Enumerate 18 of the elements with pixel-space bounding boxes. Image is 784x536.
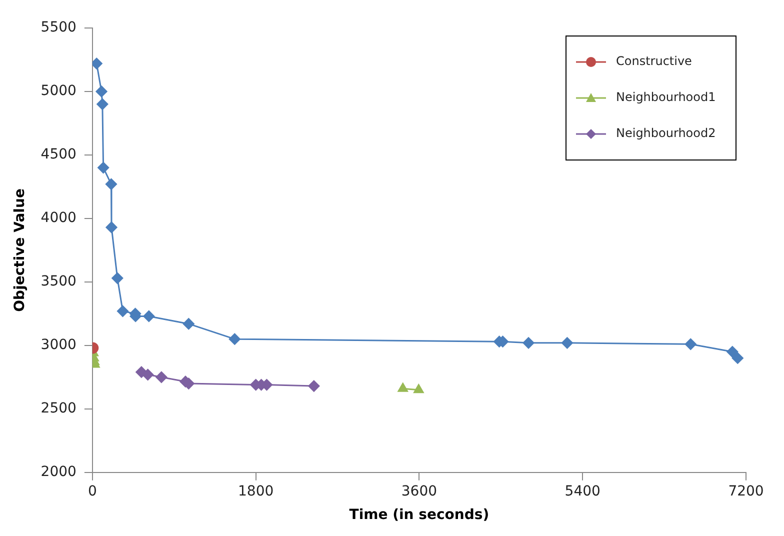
- y-tick-label: 3500: [40, 274, 76, 290]
- y-tick-label: 3000: [40, 337, 76, 354]
- x-tick-label: 0: [88, 483, 97, 500]
- legend-label: Constructive: [616, 54, 692, 68]
- legend-label: Neighbourhood1: [616, 90, 716, 104]
- x-tick-label: 7200: [728, 483, 764, 500]
- legend-label: Neighbourhood2: [616, 126, 716, 140]
- x-tick-label: 5400: [564, 483, 600, 500]
- x-axis-title: Time (in seconds): [349, 507, 490, 524]
- y-tick-label: 4500: [40, 146, 76, 163]
- y-tick-label: 5000: [40, 83, 76, 100]
- y-tick-label: 5500: [40, 20, 76, 36]
- y-tick-label: 4000: [40, 210, 76, 226]
- y-axis-title: Objective Value: [12, 188, 28, 312]
- x-tick-label: 1800: [238, 483, 274, 500]
- x-tick-label: 3600: [401, 483, 438, 500]
- y-tick-label: 2500: [40, 400, 76, 417]
- y-tick-label: 2000: [40, 464, 76, 480]
